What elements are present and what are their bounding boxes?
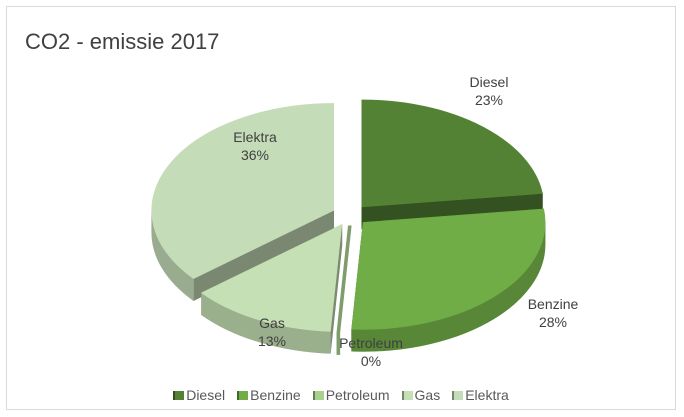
- chart-title: CO2 - emissie 2017: [25, 29, 220, 54]
- data-label-name-petroleum: Petroleum: [339, 335, 403, 351]
- data-label-name-gas: Gas: [259, 315, 285, 331]
- data-label-name-diesel: Diesel: [470, 74, 509, 90]
- pie-slice-elektra: [151, 103, 335, 279]
- legend-label-elektra: Elektra: [465, 387, 509, 403]
- legend-label-benzine: Benzine: [250, 387, 301, 403]
- data-label-value-elektra: 36%: [241, 147, 269, 163]
- legend-swatch-diesel: [173, 390, 185, 400]
- data-label-value-diesel: 23%: [475, 92, 503, 108]
- pie-slice-petroleum: [336, 225, 352, 355]
- pie-slice-benzine: [351, 208, 546, 330]
- legend-label-gas: Gas: [414, 387, 441, 403]
- legend-item-benzine: Benzine: [237, 387, 301, 403]
- legend-swatch-benzine: [237, 390, 249, 400]
- data-label-petroleum: Petroleum 0%: [339, 335, 403, 369]
- legend-item-petroleum: Petroleum: [312, 387, 390, 403]
- data-label-elektra: Elektra 36%: [233, 129, 277, 163]
- legend-item-diesel: Diesel: [173, 387, 225, 403]
- legend: Diesel Benzine Petroleum Gas Elektra: [7, 387, 675, 403]
- chart-area: CO2 - emissie 2017 Diesel 23% Benzine 28% Pe…: [6, 6, 676, 410]
- data-label-name-elektra: Elektra: [233, 129, 277, 145]
- legend-swatch-gas: [401, 390, 413, 400]
- data-label-name-benzine: Benzine: [528, 296, 579, 312]
- legend-label-petroleum: Petroleum: [325, 387, 390, 403]
- data-label-value-benzine: 28%: [539, 314, 567, 330]
- data-label-value-gas: 13%: [258, 333, 286, 349]
- data-label-value-petroleum: 0%: [361, 353, 381, 369]
- pie-plot: Diesel 23% Benzine 28% Petroleum 0% Gas 13% Elek…: [151, 74, 579, 369]
- data-label-gas: Gas 13%: [258, 315, 286, 349]
- legend-item-gas: Gas: [401, 387, 441, 403]
- legend-item-elektra: Elektra: [452, 387, 509, 403]
- pie-slice-diesel: [361, 99, 543, 208]
- pie-slice-gas: [201, 224, 343, 332]
- legend-swatch-petroleum: [312, 390, 324, 400]
- data-label-benzine: Benzine 28%: [528, 296, 579, 330]
- legend-swatch-elektra: [452, 390, 464, 400]
- legend-label-diesel: Diesel: [186, 387, 226, 403]
- data-label-diesel: Diesel 23%: [470, 74, 509, 108]
